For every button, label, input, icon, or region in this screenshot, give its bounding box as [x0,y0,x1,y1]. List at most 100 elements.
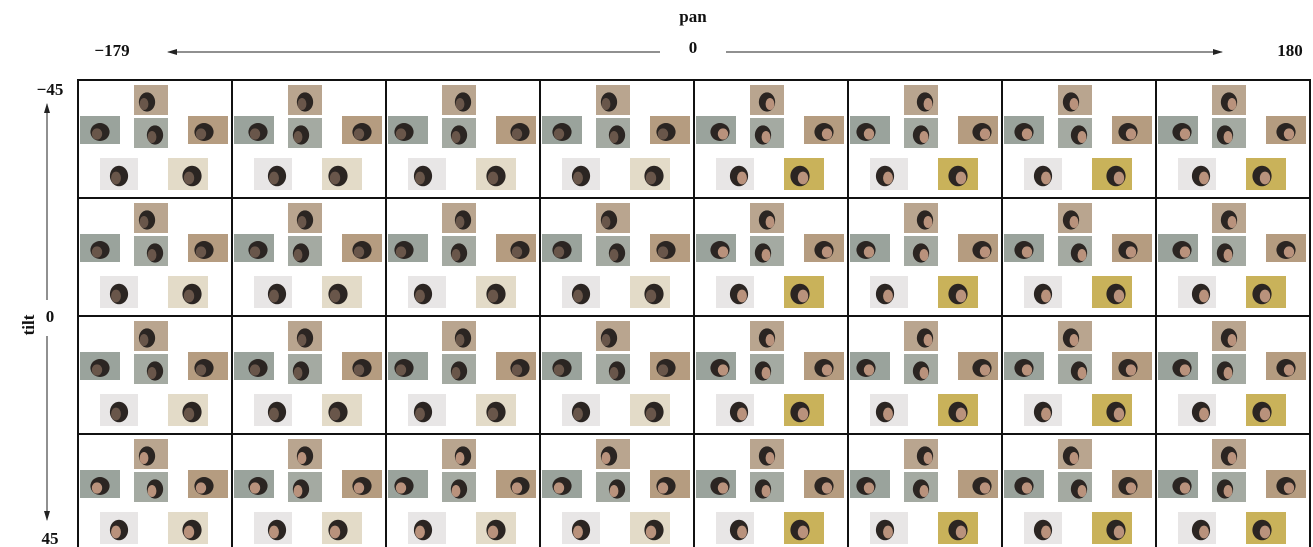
face [980,364,990,375]
face [822,364,832,375]
face [920,131,929,143]
face [646,408,656,421]
face [737,290,747,303]
face [610,131,619,143]
face [111,172,121,185]
face [250,482,260,493]
face [980,482,990,493]
face [184,172,194,185]
face [573,290,583,303]
face [512,128,522,139]
face [452,485,461,497]
face [294,249,303,261]
face [554,482,564,493]
face [250,128,260,139]
face [554,246,564,257]
face [1041,408,1051,421]
face [488,408,498,421]
face [762,131,771,143]
face [452,249,461,261]
face [554,128,564,139]
face [924,98,933,110]
pan-label: pan [679,7,707,26]
face [269,526,279,539]
face [920,249,929,261]
pan-middle: 0 [689,38,698,57]
face [658,246,668,257]
face [1180,482,1190,493]
tilt-end: 45 [42,529,59,547]
face [415,290,425,303]
face [184,290,194,303]
face [111,290,121,303]
face [92,246,102,257]
face [762,367,771,379]
face [196,246,206,257]
face [294,131,303,143]
face [762,485,771,497]
face [1022,246,1032,257]
face [456,334,465,346]
face [415,526,425,539]
face [488,172,498,185]
image-grid [78,80,1310,547]
face [512,246,522,257]
face [980,128,990,139]
face [864,364,874,375]
face [956,526,966,539]
face [92,482,102,493]
face [140,216,149,228]
face [1070,98,1079,110]
face [1078,249,1087,261]
face [883,526,893,539]
face [573,408,583,421]
face [1126,246,1136,257]
face [864,246,874,257]
face [330,408,340,421]
face [1284,246,1294,257]
face [956,172,966,185]
face [148,131,157,143]
face [1224,367,1233,379]
face [250,246,260,257]
face [250,364,260,375]
face [1260,172,1270,185]
face [1180,128,1190,139]
face [269,408,279,421]
face [956,408,966,421]
face [1224,485,1233,497]
tilt-middle: 0 [46,307,55,326]
face [1199,172,1209,185]
face [298,98,307,110]
face [766,216,775,228]
face [111,408,121,421]
face [354,364,364,375]
face [864,482,874,493]
face [798,526,808,539]
face [883,290,893,303]
pan-end: 180 [1277,41,1303,60]
face [396,246,406,257]
face [1022,482,1032,493]
face [737,526,747,539]
face [766,334,775,346]
face [762,249,771,261]
face [456,216,465,228]
face [330,526,340,539]
face [554,364,564,375]
face [924,334,933,346]
face [1180,246,1190,257]
figure: pan −179 0 180 −45 0 45 tilt [0,0,1313,547]
tilt-start: −45 [37,80,64,99]
face [196,482,206,493]
face [184,408,194,421]
face [1126,482,1136,493]
face [1114,172,1124,185]
face [798,172,808,185]
face [1228,452,1237,464]
face [980,246,990,257]
face [1260,290,1270,303]
face [766,98,775,110]
face [822,246,832,257]
face [1228,334,1237,346]
